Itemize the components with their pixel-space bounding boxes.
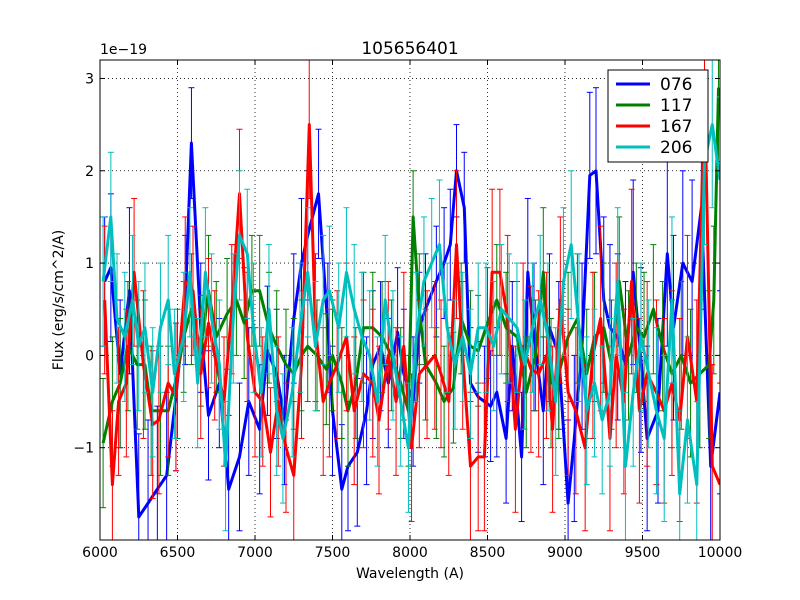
y-tick-label: 3 — [85, 71, 94, 87]
y-tick-label: 1 — [85, 256, 94, 272]
y-axis-label: Flux (erg/s/cm^2/A) — [51, 230, 67, 370]
x-tick-label: 7000 — [237, 545, 273, 561]
series-layer — [100, 60, 720, 540]
x-tick-label: 6000 — [82, 545, 118, 561]
chart-title: 105656401 — [361, 39, 458, 59]
x-tick-label: 10000 — [698, 545, 743, 561]
y-tick-label: 2 — [85, 164, 94, 180]
axis-tick-labels: 6000 6500 7000 7500 8000 8500 9000 9500 10000 −1 0… — [73, 71, 742, 561]
series-206 — [100, 60, 720, 540]
x-tick-label: 8000 — [392, 545, 428, 561]
y-tick-label: −1 — [73, 441, 94, 457]
legend-label-206: 206 — [660, 138, 692, 158]
series-line-206 — [101, 123, 720, 496]
x-tick-label: 9500 — [625, 545, 661, 561]
x-tick-label: 6500 — [160, 545, 196, 561]
y-multiplier-label: 1e−19 — [100, 42, 147, 58]
legend-label-076: 076 — [660, 75, 692, 95]
series-line-167 — [103, 86, 720, 487]
x-tick-label: 8500 — [470, 545, 506, 561]
x-axis-label: Wavelength (A) — [356, 566, 464, 582]
x-tick-label: 9000 — [547, 545, 583, 561]
legend-label-117: 117 — [660, 96, 692, 116]
legend-label-167: 167 — [660, 117, 692, 137]
y-tick-label: 0 — [85, 348, 94, 364]
x-tick-label: 7500 — [315, 545, 351, 561]
axis-ticks — [99, 60, 721, 540]
